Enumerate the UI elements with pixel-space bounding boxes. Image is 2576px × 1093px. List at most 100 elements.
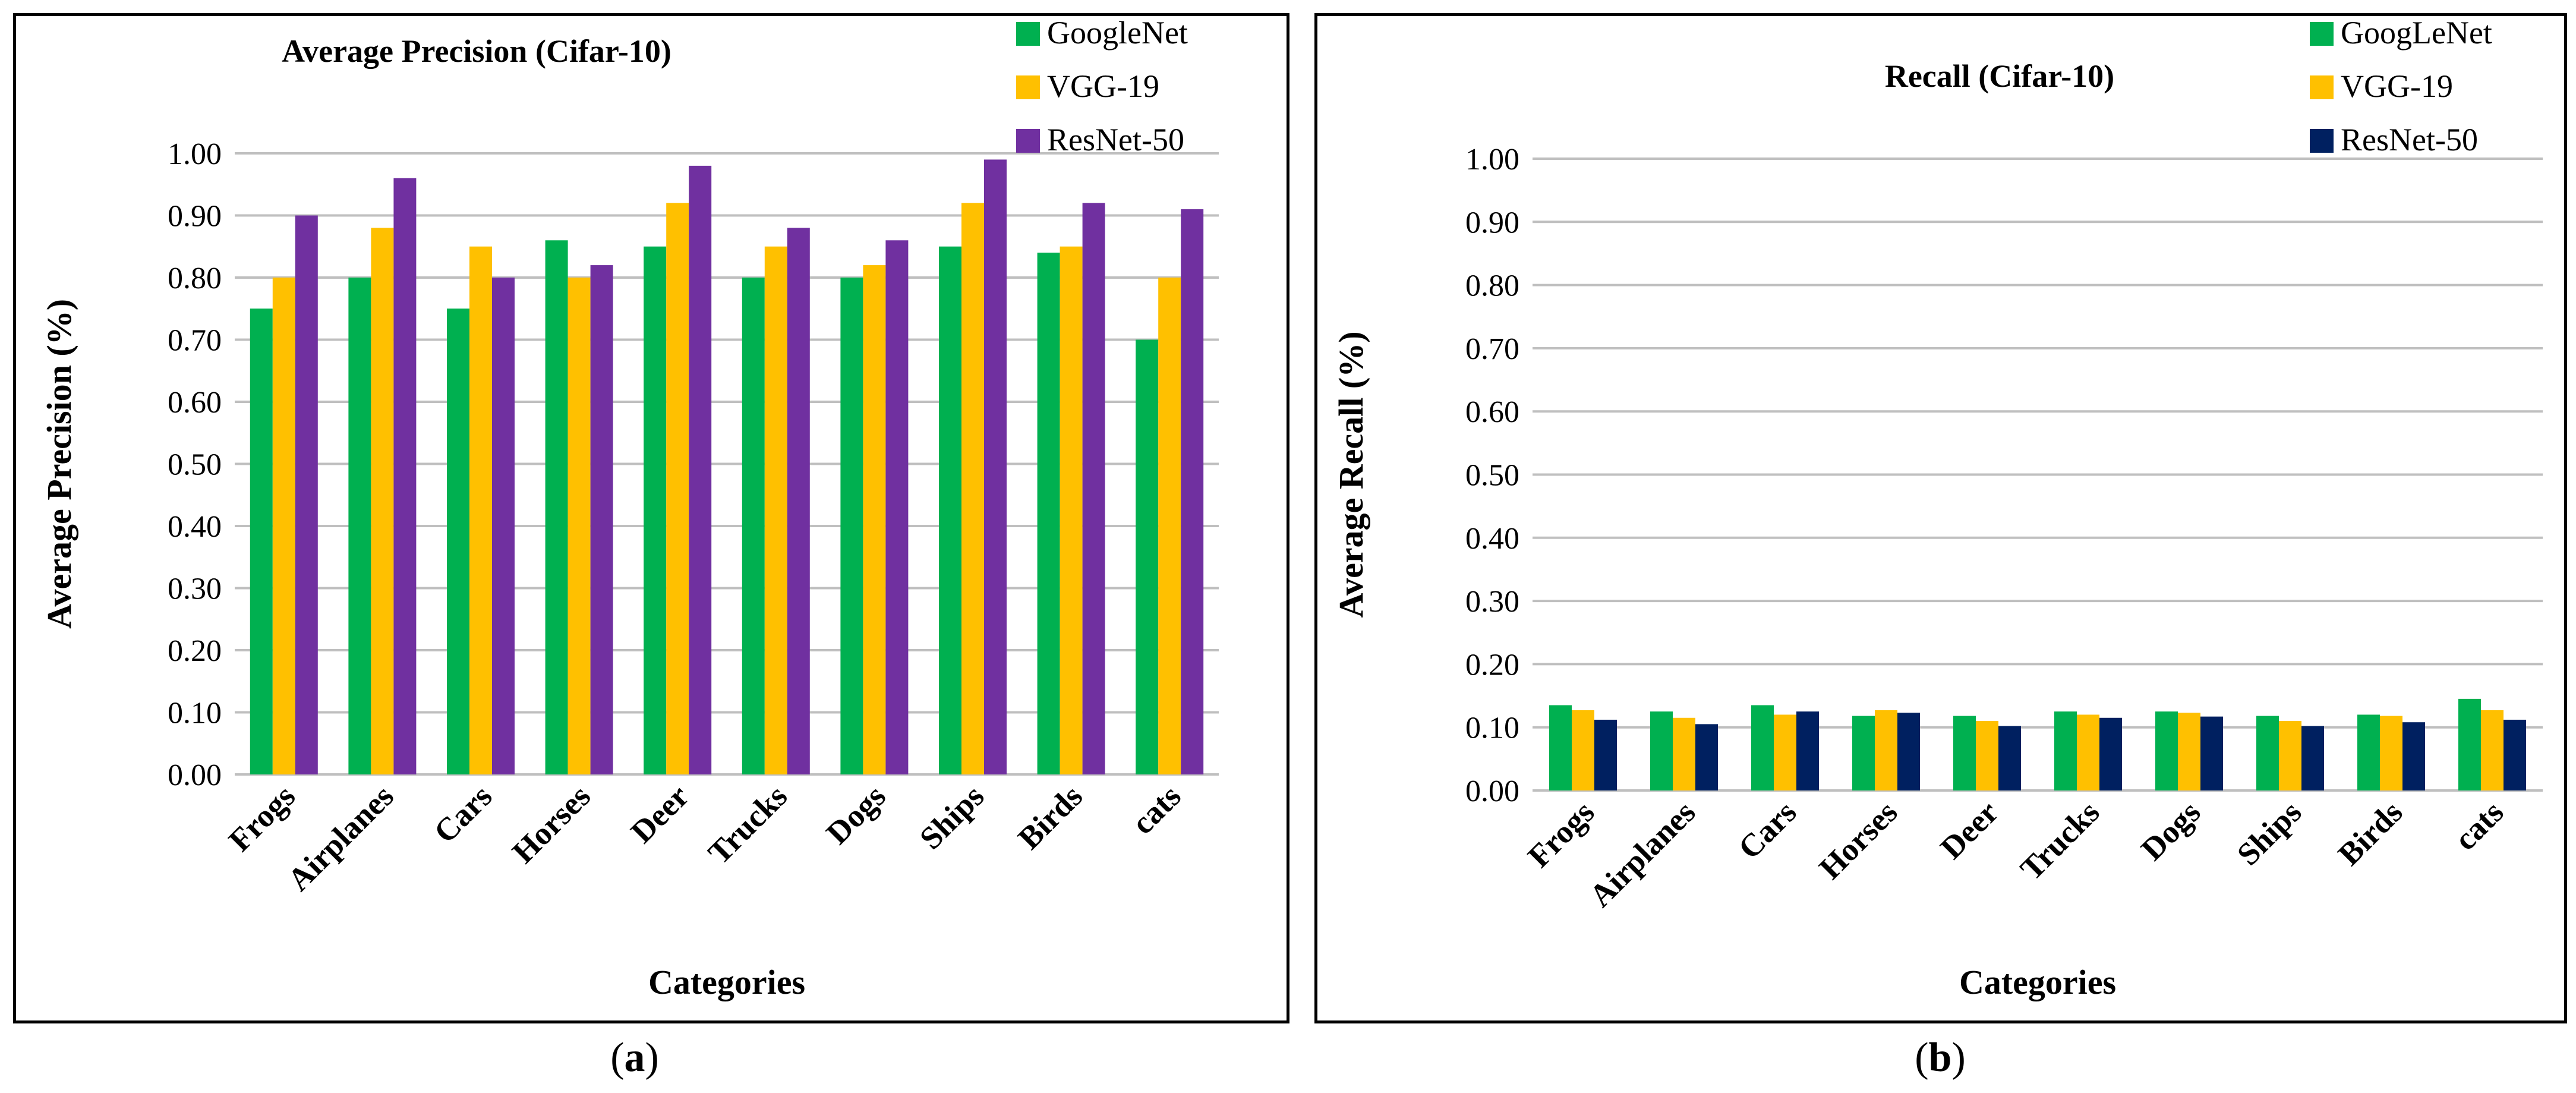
bar-resnet-50-horses [590,265,613,775]
bar-vgg-19-deer [666,203,689,775]
bar-vgg-19-deer [1976,721,1998,790]
bar-resnet-50-trucks [787,228,810,774]
x-category-label: Dogs [2134,794,2207,867]
bar-googlenet-birds [2357,714,2380,790]
bar-vgg-19-trucks [2077,714,2099,790]
bar-resnet-50-birds [1082,203,1105,775]
y-tick-label: 1.00 [168,137,222,171]
bar-resnet-50-trucks [2099,717,2122,790]
x-axis-title: Categories [648,963,805,1001]
bar-resnet-50-ships [984,159,1007,775]
chart-title: Recall (Cifar-10) [1885,58,2114,94]
y-tick-label: 0.20 [1465,648,1519,682]
x-category-label: Frogs [222,778,302,858]
x-axis-title: Categories [1959,963,2116,1001]
bar-googlenet-cats [2458,698,2481,790]
y-axis-title: Average Recall (%) [1332,331,1370,618]
bar-resnet-50-ships [2301,726,2324,790]
bar-vgg-19-airplanes [1673,717,1695,790]
bar-googlenet-deer [644,246,667,774]
bar-resnet-50-frogs [295,215,318,774]
bar-googlenet-trucks [742,278,765,774]
y-tick-label: 0.50 [1465,459,1519,493]
bar-resnet-50-airplanes [393,178,417,774]
bar-googlenet-horses [545,240,568,774]
legend-swatch [2310,129,2334,153]
precision-chart: 0.00 0.10 0.20 0.30 0.40 0.50 0.60 0.70 0.80 0.90… [40,16,1219,1001]
bar-vgg-19-cats [1158,278,1181,774]
x-category-label: Cars [1732,794,1803,866]
y-axis-title: Average Precision (%) [40,299,78,629]
subfigure-label-b: (b) [1915,1035,1966,1081]
bar-googlenet-ships [2256,716,2279,790]
bar-googlenet-airplanes [348,278,371,774]
y-tick-label: 0.50 [168,448,222,482]
y-tick-label: 0.20 [168,634,222,668]
bar-resnet-50-cats [2504,719,2526,790]
x-category-label: Trucks [701,778,794,871]
subfigure-label-a: (a) [610,1035,659,1081]
bar-googlenet-dogs [2155,711,2178,790]
bar-googlenet-birds [1037,253,1060,774]
bar-vgg-19-cars [469,246,492,774]
y-tick-label: 0.00 [168,758,222,792]
x-category-label: Deer [624,778,696,850]
y-tick-label: 0.10 [1465,711,1519,745]
y-tick-label: 0.30 [168,572,222,606]
bar-googlenet-dogs [840,278,863,774]
bar-googlenet-frogs [250,308,273,774]
x-category-label: Horses [1812,794,1905,886]
bar-vgg-19-ships [961,203,984,775]
bar-vgg-19-frogs [1572,710,1594,790]
bar-resnet-50-cats [1181,209,1204,774]
y-tick-label: 0.00 [1465,774,1519,808]
y-tick-label: 0.40 [1465,522,1519,556]
bar-googlenet-airplanes [1650,711,1673,790]
bar-resnet-50-deer [689,165,712,774]
legend-label: ResNet-50 [2341,122,2478,158]
bar-resnet-50-cars [1796,711,1819,790]
legend-swatch [1016,75,1040,99]
x-category-label: Cars [427,778,499,850]
chart-title: Average Precision (Cifar-10) [282,33,671,69]
x-category-label: Horses [505,778,597,870]
bar-resnet-50-birds [2402,722,2425,790]
y-tick-label: 0.30 [1465,585,1519,619]
legend-swatch [2310,22,2334,46]
bar-googlenet-horses [1852,716,1875,790]
chart-panel-a: 0.00 0.10 0.20 0.30 0.40 0.50 0.60 0.70 0.80 0.90… [13,13,1289,1023]
bar-resnet-50-cars [492,278,515,774]
y-tick-label: 0.60 [1465,395,1519,429]
bar-googlenet-frogs [1549,705,1572,790]
chart-panel-b: 0.00 0.10 0.20 0.30 0.40 0.50 0.60 0.70 0.80 0.90… [1314,13,2567,1023]
legend-label: GoogLeNet [2341,16,2492,51]
x-category-label: Ships [2230,794,2309,872]
y-tick-label: 0.10 [168,697,222,730]
bar-vgg-19-birds [2380,716,2402,790]
bar-googlenet-ships [939,246,961,774]
x-category-label: Deer [1934,794,2006,866]
bar-resnet-50-airplanes [1695,724,1718,790]
x-category-label: Frogs [1521,794,1601,874]
bar-googlenet-cats [1136,339,1159,774]
bar-vgg-19-airplanes [371,228,394,774]
x-category-label: Ships [913,778,991,856]
bar-vgg-19-trucks [764,246,787,774]
x-category-label: cats [1125,778,1188,841]
legend-swatch [2310,75,2334,99]
legend-label: ResNet-50 [1047,122,1184,158]
y-tick-label: 1.00 [1465,143,1519,177]
x-category-label: Birds [1011,778,1090,856]
y-tick-label: 0.40 [168,510,222,544]
legend-swatch [1016,22,1040,46]
bar-vgg-19-dogs [863,265,886,775]
bar-googlenet-trucks [2054,711,2077,790]
bar-vgg-19-horses [567,278,591,774]
y-tick-label: 0.90 [168,200,222,234]
legend-label: VGG-19 [2341,68,2453,104]
x-category-label: Dogs [819,778,893,851]
x-category-label: Birds [2331,794,2410,872]
legend-swatch [1016,129,1040,153]
recall-chart: 0.00 0.10 0.20 0.30 0.40 0.50 0.60 0.70 0.80 0.90… [1332,16,2543,1001]
bar-googlenet-cars [1751,705,1774,790]
